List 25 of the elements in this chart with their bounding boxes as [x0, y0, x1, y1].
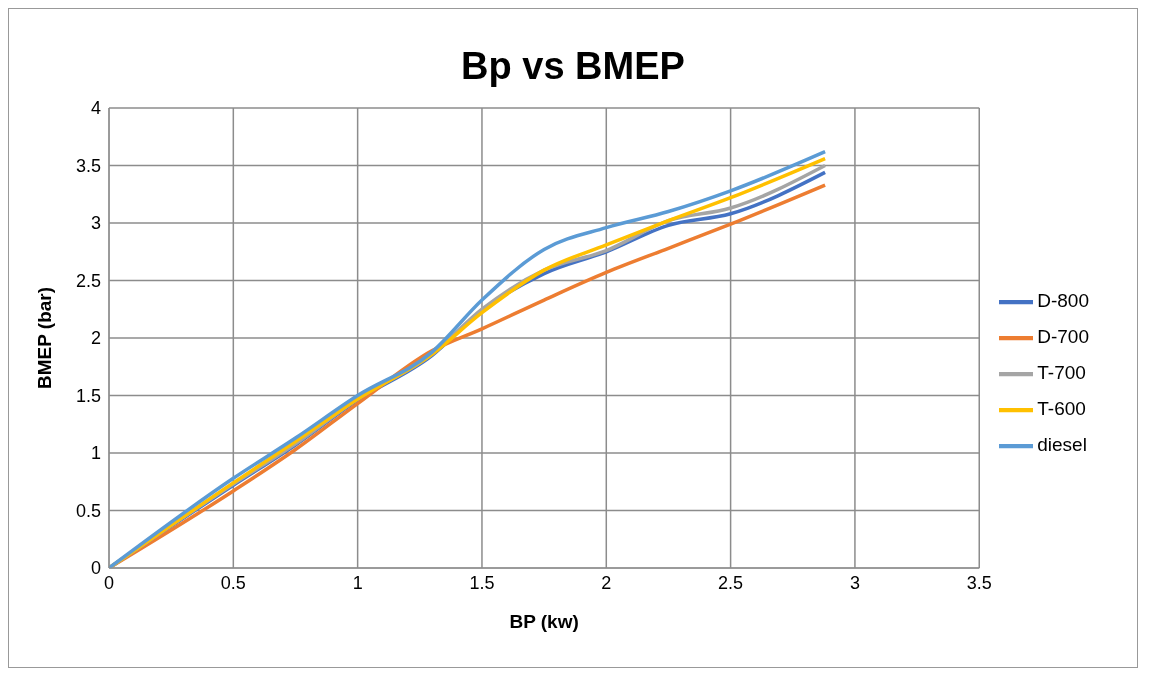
x-axis-title: BP (kw)	[509, 611, 579, 632]
y-tick-label: 2	[90, 328, 101, 349]
y-tick-label: 0	[90, 558, 101, 579]
x-tick-label: 0	[103, 572, 115, 593]
x-tick-label: 3	[849, 572, 860, 593]
legend-label: T-700	[1037, 362, 1086, 383]
y-tick-label: 3.5	[75, 155, 101, 176]
legend-label: D-700	[1037, 326, 1089, 347]
chart-title: Bp vs BMEP	[460, 45, 686, 88]
y-axis-title: BMEP (bar)	[33, 286, 55, 390]
x-tick-label: 0.5	[220, 572, 246, 593]
y-tick-label: 3	[90, 213, 101, 234]
y-tick-label: 2.5	[75, 270, 101, 291]
x-tick-label: 2	[601, 572, 612, 593]
legend-label: T-600	[1037, 398, 1086, 419]
y-tick-label: 0.5	[75, 500, 101, 521]
x-tick-label: 3.5	[966, 572, 992, 593]
x-tick-label: 2.5	[718, 572, 744, 593]
y-tick-label: 4	[90, 98, 101, 119]
y-tick-label: 1.5	[75, 385, 101, 406]
legend-label: diesel	[1037, 434, 1087, 455]
y-tick-label: 1	[90, 443, 101, 464]
x-tick-label: 1	[352, 572, 363, 593]
x-tick-label: 1.5	[469, 572, 495, 593]
legend-label: D-800	[1037, 290, 1089, 311]
